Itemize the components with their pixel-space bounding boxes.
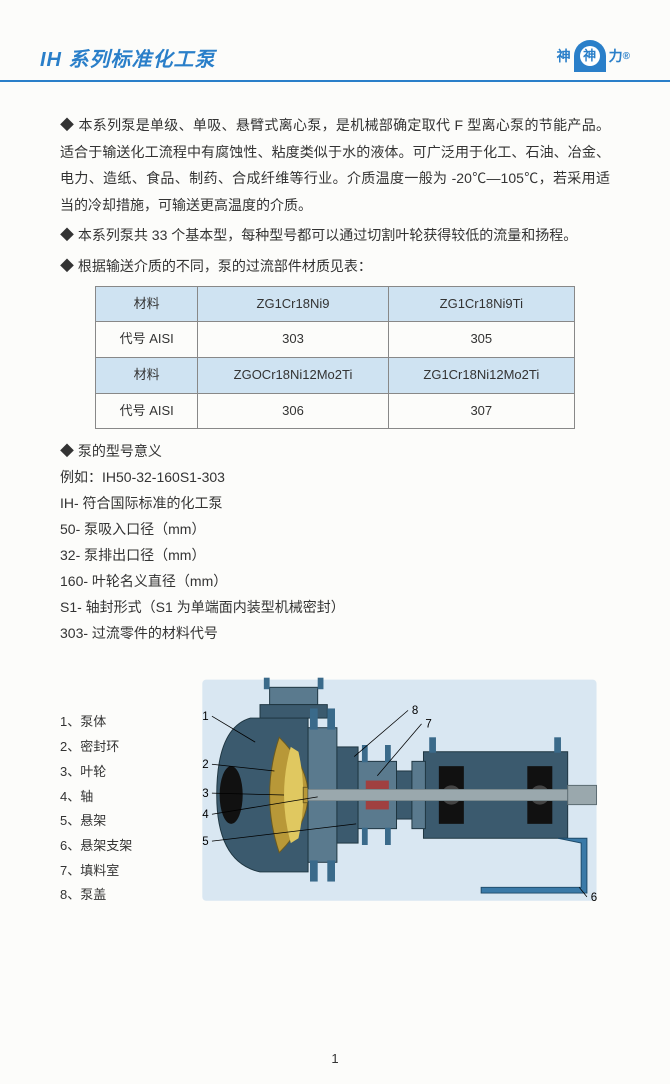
table-cell: ZG1Cr18Ni12Mo2Ti (388, 357, 574, 393)
model-line: 50- 泵吸入口径（mm） (60, 517, 610, 543)
svg-text:1: 1 (202, 711, 208, 723)
table-row: 代号 AISI 303 305 (96, 322, 575, 358)
model-line: 160- 叶轮名义直径（mm） (60, 569, 610, 595)
table-row: 代号 AISI 306 307 (96, 393, 575, 429)
table-cell: ZG1Cr18Ni9Ti (388, 286, 574, 322)
logo-inner-char: 神 (580, 46, 600, 66)
logo-right-char: 力 (609, 46, 623, 66)
table-cell: 306 (198, 393, 388, 429)
intro-para-2: 本系列泵共 33 个基本型，每种型号都可以通过切割叶轮获得较低的流量和扬程。 (60, 222, 610, 249)
material-table: 材料 ZG1Cr18Ni9 ZG1Cr18Ni9Ti 代号 AISI 303 3… (95, 286, 575, 430)
model-line: 303- 过流零件的材料代号 (60, 621, 610, 647)
model-example: 例如：IH50-32-160S1-303 (60, 465, 610, 491)
page-title: IH 系列标准化工泵 (40, 43, 216, 72)
part-item: 4、轴 (60, 785, 160, 810)
part-item: 6、悬架支架 (60, 834, 160, 859)
svg-text:4: 4 (202, 810, 209, 822)
part-item: 2、密封环 (60, 735, 160, 760)
model-line: 32- 泵排出口径（mm） (60, 543, 610, 569)
part-item: 1、泵体 (60, 710, 160, 735)
part-item: 5、悬架 (60, 809, 160, 834)
table-cell: 305 (388, 322, 574, 358)
intro-para-1: 本系列泵是单级、单吸、悬臂式离心泵，是机械部确定取代 F 型离心泵的节能产品。适… (60, 112, 610, 218)
model-heading: 泵的型号意义 (60, 439, 610, 465)
logo-badge: 神 (574, 40, 606, 72)
table-cell-label: 材料 (96, 357, 198, 393)
parts-legend: 1、泵体 2、密封环 3、叶轮 4、轴 5、悬架 6、悬架支架 7、填料室 8、… (60, 670, 160, 929)
table-cell: 307 (388, 393, 574, 429)
part-item: 3、叶轮 (60, 760, 160, 785)
model-line: S1- 轴封形式（S1 为单端面内装型机械密封） (60, 595, 610, 621)
logo-left-char: 神 (557, 46, 571, 66)
table-row: 材料 ZGOCr18Ni12Mo2Ti ZG1Cr18Ni12Mo2Ti (96, 357, 575, 393)
part-item: 8、泵盖 (60, 883, 160, 908)
svg-text:3: 3 (202, 788, 208, 800)
table-cell: ZGOCr18Ni12Mo2Ti (198, 357, 388, 393)
pump-diagram: 1 2 3 4 5 87 6 (160, 670, 610, 929)
model-line: IH- 符合国际标准的化工泵 (60, 491, 610, 517)
table-cell: ZG1Cr18Ni9 (198, 286, 388, 322)
table-cell-label: 材料 (96, 286, 198, 322)
table-row: 材料 ZG1Cr18Ni9 ZG1Cr18Ni9Ti (96, 286, 575, 322)
table-cell-label: 代号 AISI (96, 322, 198, 358)
brand-logo: 神 神 力 ® (557, 40, 630, 72)
svg-text:5: 5 (202, 836, 208, 848)
svg-text:6: 6 (591, 892, 597, 904)
intro-para-3: 根据输送介质的不同，泵的过流部件材质见表： (60, 253, 610, 280)
svg-text:7: 7 (425, 719, 431, 731)
logo-registered: ® (623, 51, 630, 62)
part-item: 7、填料室 (60, 859, 160, 884)
table-cell-label: 代号 AISI (96, 393, 198, 429)
table-cell: 303 (198, 322, 388, 358)
svg-text:2: 2 (202, 760, 208, 772)
page-number: 1 (0, 1051, 670, 1066)
svg-text:8: 8 (412, 706, 418, 718)
